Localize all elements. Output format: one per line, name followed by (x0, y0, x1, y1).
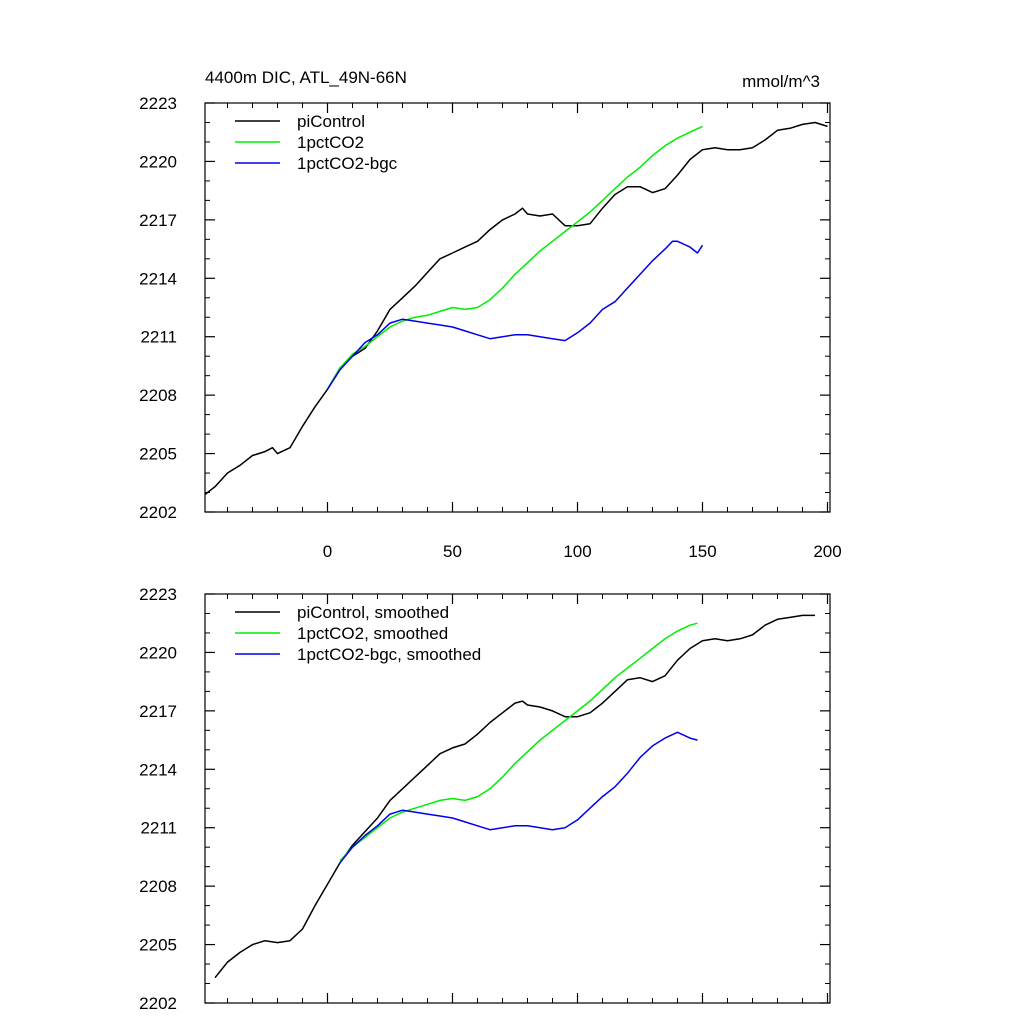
y-tick-label: 2202 (139, 503, 177, 522)
series-line-1pctco2-smoothed (339, 622, 698, 862)
y-tick-label: 2205 (139, 936, 177, 955)
y-tick-label: 2217 (139, 702, 177, 721)
legend-label: 1pctCO2-bgc (297, 154, 398, 173)
y-tick-label: 2211 (140, 819, 177, 838)
y-tick-label: 2208 (139, 877, 177, 896)
y-tick-label: 2223 (139, 94, 177, 113)
x-tick-label: 0 (323, 542, 332, 561)
y-tick-label: 2211 (140, 328, 177, 347)
x-tick-label: 150 (688, 542, 716, 561)
y-tick-label: 2208 (139, 386, 177, 405)
legend-label: 1pctCO2, smoothed (297, 624, 448, 643)
y-tick-label: 2223 (139, 585, 177, 604)
y-tick-label: 2220 (139, 643, 177, 662)
series-line-1pctco2-bgc (326, 240, 704, 390)
plot-frame (204, 593, 831, 1004)
y-tick-label: 2214 (139, 269, 177, 288)
x-tick-label: 100 (563, 542, 591, 561)
y-tick-label: 2214 (139, 760, 177, 779)
series-line-picontrol (204, 121, 828, 496)
y-tick-label: 2220 (139, 152, 177, 171)
y-tick-label: 2202 (139, 994, 177, 1013)
chart-panel-bottom: 2202 2205 2208 2211 2214 2217 2220 2223 piContro… (139, 585, 831, 1013)
legend-label: piControl (297, 112, 365, 131)
series-line-picontrol-smoothed (214, 614, 815, 979)
plot-frame (204, 102, 831, 513)
chart-panel-top: 2202 2205 2208 2211 2214 2217 2220 2223 0 50 100 15… (139, 94, 842, 561)
y-tick-label: 2205 (139, 445, 177, 464)
x-tick-label: 200 (813, 542, 841, 561)
legend-label: 1pctCO2 (297, 133, 364, 152)
figure-title: 4400m DIC, ATL_49N-66N (205, 68, 407, 87)
y-tick-label: 2217 (139, 211, 177, 230)
legend-label: piControl, smoothed (297, 603, 449, 622)
series-line-1pctco2-bgc-smoothed (339, 731, 698, 864)
units-label: mmol/m^3 (742, 72, 820, 91)
x-tick-label: 50 (443, 542, 462, 561)
series-line-1pctco2 (326, 125, 703, 390)
legend-label: 1pctCO2-bgc, smoothed (297, 645, 481, 664)
